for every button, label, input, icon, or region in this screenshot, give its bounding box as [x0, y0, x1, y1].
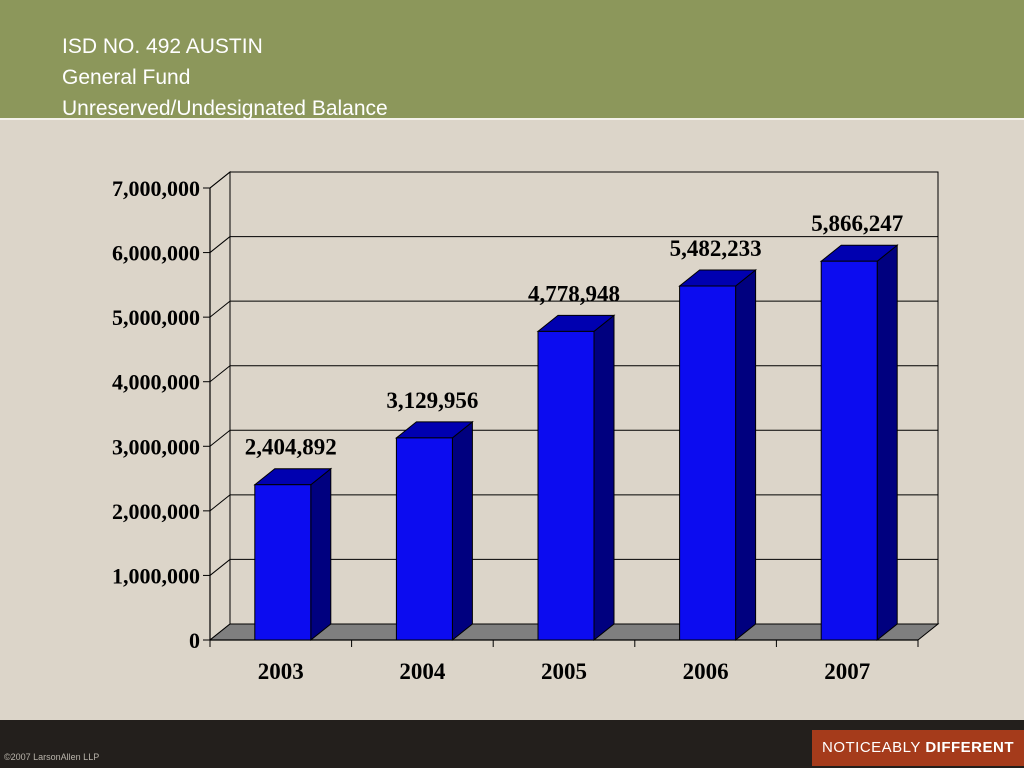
x-tick-label: 2006	[683, 659, 729, 684]
bar-side	[310, 467, 332, 642]
gridline-side	[209, 365, 231, 383]
x-tick-label: 2003	[258, 659, 304, 684]
brand-tagline: NOTICEABLY DIFFERENT	[812, 730, 1024, 766]
data-label: 2,404,892	[245, 435, 337, 460]
title-line-3: Unreserved/Undesignated Balance	[62, 97, 388, 120]
bar-side	[451, 420, 473, 642]
y-tick-label: 7,000,000	[112, 176, 200, 201]
bar-side	[876, 244, 898, 642]
bar-2007	[820, 260, 878, 641]
bar-2005	[537, 330, 595, 641]
tagline-bold: DIFFERENT	[925, 739, 1014, 756]
y-tick-label: 4,000,000	[112, 370, 200, 395]
x-tick-label: 2007	[824, 659, 870, 684]
copyright-text: ©2007 LarsonAllen LLP	[4, 752, 100, 762]
data-label: 5,866,247	[811, 211, 903, 236]
gridline-side	[209, 429, 231, 447]
data-label: 3,129,956	[386, 388, 478, 413]
header-divider	[0, 118, 1024, 120]
data-label: 4,778,948	[528, 281, 620, 306]
side-wall	[209, 170, 231, 642]
y-tick-label: 1,000,000	[112, 563, 200, 588]
y-tick-label: 5,000,000	[112, 305, 200, 330]
header-bar	[0, 0, 1024, 118]
gridline-side	[209, 559, 231, 576]
bar-side	[735, 268, 757, 642]
bar-2006	[679, 285, 737, 641]
bar-side	[593, 314, 615, 642]
tagline-light: NOTICEABLY	[822, 739, 921, 756]
bar-2004	[395, 437, 453, 641]
x-tick-label: 2005	[541, 659, 587, 684]
title-line-1: ISD NO. 492 AUSTIN	[62, 35, 263, 58]
title-line-2: General Fund	[62, 66, 191, 89]
bar-chart: 0 1,000,000 2,000,000 3,000,000 4,000,000 5,0…	[112, 170, 940, 684]
slide-title: ISD NO. 492 AUSTIN General Fund Unreserv…	[62, 31, 388, 124]
bar-2003	[254, 484, 312, 641]
gridline-side	[209, 494, 231, 512]
footer-bar: ©2007 LarsonAllen LLP NOTICEABLY DIFFERE…	[0, 720, 1024, 768]
x-tick-label: 2004	[399, 659, 446, 684]
gridline-side	[209, 171, 231, 189]
y-tick-label: 0	[189, 628, 200, 653]
gridline-side	[209, 300, 231, 318]
gridline-side	[209, 236, 231, 253]
data-label: 5,482,233	[670, 236, 762, 261]
y-tick-label: 2,000,000	[112, 499, 200, 524]
y-tick-label: 6,000,000	[112, 241, 200, 266]
y-tick-label: 3,000,000	[112, 434, 200, 459]
